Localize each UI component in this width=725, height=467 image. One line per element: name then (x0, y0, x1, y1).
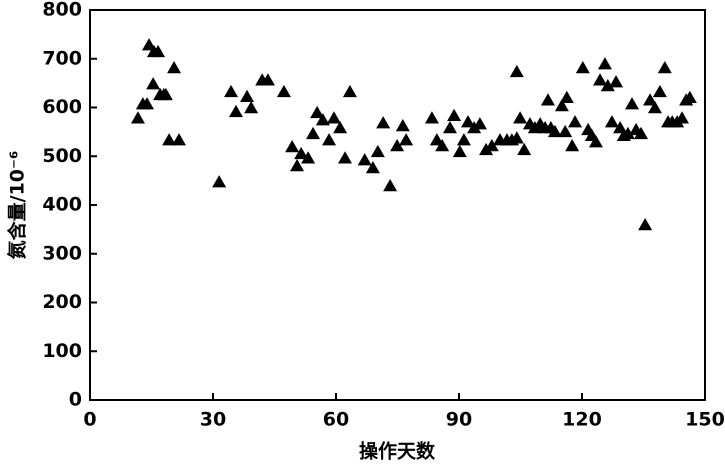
point (638, 217, 653, 231)
point (643, 93, 658, 106)
point (647, 100, 662, 114)
point (244, 100, 259, 114)
y-tick-label: 800 (42, 0, 82, 21)
point (559, 90, 574, 103)
point (424, 111, 439, 124)
point (301, 151, 316, 164)
point (357, 153, 372, 166)
point (167, 61, 182, 74)
x-axis-label: 操作天数 (359, 440, 436, 463)
y-tick-label: 300 (42, 242, 82, 264)
point (447, 108, 462, 122)
point (625, 97, 640, 110)
point (620, 126, 635, 140)
point (290, 159, 305, 172)
y-tick-label: 600 (42, 96, 82, 118)
point (435, 139, 450, 152)
point (442, 120, 457, 134)
point (558, 124, 573, 138)
point (682, 90, 697, 103)
x-tick-label: 90 (446, 409, 472, 431)
point (315, 113, 330, 126)
point (342, 84, 357, 98)
point (212, 175, 227, 188)
point (565, 139, 580, 152)
y-tick-label: 100 (42, 340, 82, 362)
point (171, 133, 186, 146)
point (276, 84, 291, 98)
point (479, 142, 494, 156)
point (158, 87, 173, 101)
point (588, 135, 603, 148)
point (130, 111, 145, 124)
point (376, 116, 391, 129)
point (657, 61, 672, 74)
point (139, 97, 154, 110)
point (395, 119, 410, 132)
point (240, 89, 255, 103)
x-tick-label: 120 (562, 409, 602, 431)
point (370, 144, 385, 158)
point (517, 142, 532, 156)
x-tick-label: 150 (685, 409, 725, 431)
point (554, 99, 569, 112)
point (652, 84, 667, 98)
point (390, 139, 405, 152)
point (162, 133, 177, 146)
point (260, 73, 275, 86)
x-tick-label: 0 (83, 409, 96, 431)
y-tick-label: 500 (42, 145, 82, 167)
point (600, 79, 615, 92)
point (509, 131, 524, 144)
point (151, 44, 166, 58)
point (294, 146, 309, 160)
x-tick-label: 60 (323, 409, 349, 431)
point (461, 115, 476, 128)
point (224, 84, 239, 98)
point (383, 178, 398, 192)
point (597, 57, 612, 70)
plot-frame (89, 9, 706, 401)
point (338, 151, 353, 164)
point (310, 105, 325, 119)
y-tick-label: 0 (69, 389, 82, 411)
point (472, 117, 487, 130)
point (467, 120, 482, 134)
point (513, 111, 528, 124)
point (142, 38, 157, 51)
point (575, 61, 590, 74)
y-tick-label: 700 (42, 47, 82, 69)
point (456, 133, 471, 146)
point (306, 126, 321, 140)
y-axis-label: 氮含量/10⁻⁶ (6, 151, 29, 260)
point (484, 139, 499, 152)
point (593, 73, 608, 86)
point (399, 133, 414, 146)
point (634, 126, 649, 140)
y-tick-label: 400 (42, 194, 82, 216)
point (285, 139, 300, 153)
point (609, 75, 624, 88)
x-tick-label: 30 (200, 409, 226, 431)
point (326, 111, 341, 124)
point (675, 111, 690, 124)
point (228, 104, 243, 118)
point (333, 120, 348, 134)
point (146, 77, 161, 90)
point (365, 160, 380, 174)
point (540, 93, 555, 106)
point (604, 115, 619, 128)
point (568, 115, 583, 128)
point (322, 133, 337, 146)
point (509, 64, 524, 78)
y-tick-label: 200 (42, 291, 82, 313)
point (547, 124, 562, 138)
point (452, 144, 467, 158)
